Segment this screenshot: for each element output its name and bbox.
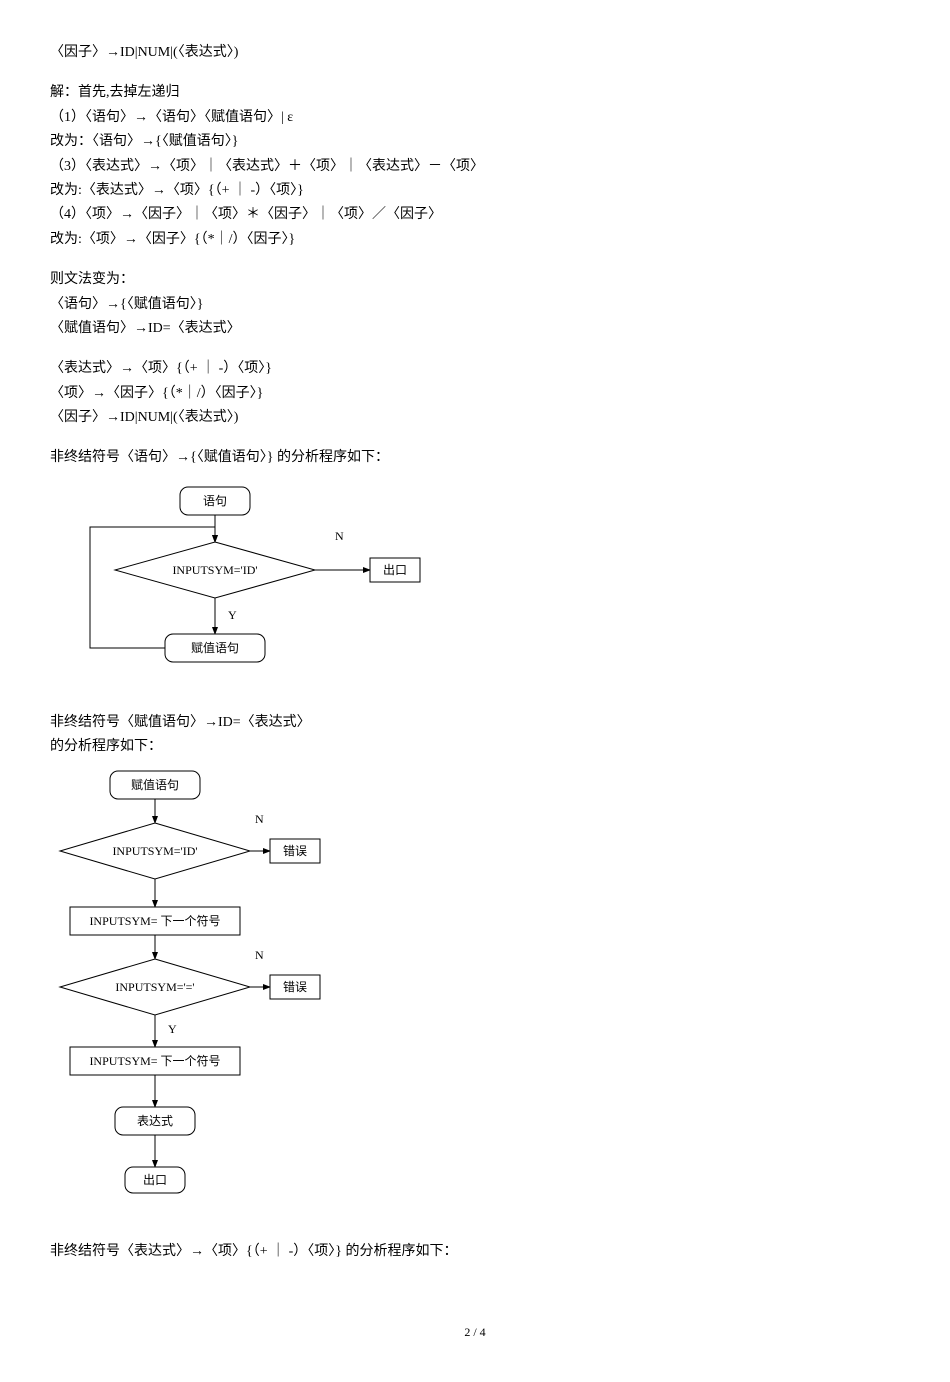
edge-label: Y bbox=[228, 608, 237, 622]
page-number: 2 / 4 bbox=[50, 1323, 900, 1342]
grammar-line: 改为:〈项〉→〈因子〉{（*｜/）〈因子〉} bbox=[50, 229, 900, 251]
edge-label: N bbox=[335, 529, 344, 543]
flow-node-label: 出口 bbox=[143, 1173, 167, 1187]
flowchart2-title-a: 非终结符号〈赋值语句〉→ID=〈表达式〉 bbox=[50, 712, 900, 734]
flowchart-assignment: N N Y 赋值语句 INPUTSYM='ID' 错误 INPUTSYM= 下一个符号 INP… bbox=[50, 761, 370, 1211]
solution-label: 解：首先,去掉左递归 bbox=[50, 82, 900, 104]
flowchart2-title-b: 的分析程序如下： bbox=[50, 736, 900, 758]
flowchart3-heading: 非终结符号〈表达式〉→〈项〉{（+ ｜ -）〈项〉} 的分析程序如下： bbox=[50, 1241, 900, 1263]
grammar-line: 改为:〈表达式〉→〈项〉{（+ ｜ -）〈项〉} bbox=[50, 180, 900, 202]
flowchart-statement: N Y 语句 INPUTSYM='ID' 出口赋值语句 bbox=[50, 472, 470, 682]
flow-node-label: 错误 bbox=[283, 980, 307, 994]
flowchart1-title: 非终结符号〈语句〉→{〈赋值语句〉} 的分析程序如下： bbox=[50, 447, 900, 469]
grammar-line: 〈因子〉→ID|NUM|(〈表达式〉) bbox=[50, 42, 900, 64]
flow-node-label: INPUTSYM='ID' bbox=[112, 844, 197, 858]
grammar-line: 〈表达式〉→〈项〉{（+ ｜ -）〈项〉} bbox=[50, 358, 900, 380]
grammar-line: 〈赋值语句〉→ID=〈表达式〉 bbox=[50, 318, 900, 340]
flowchart3-title: 非终结符号〈表达式〉→〈项〉{（+ ｜ -）〈项〉} 的分析程序如下： bbox=[50, 1241, 900, 1263]
flow-node-label: 错误 bbox=[283, 844, 307, 858]
grammar-text: 〈因子〉→ID|NUM|(〈表达式〉) 解：首先,去掉左递归 （1）〈语句〉→〈… bbox=[50, 42, 900, 470]
grammar-line: 改为：〈语句〉→{〈赋值语句〉} bbox=[50, 131, 900, 153]
flow-node-label: INPUTSYM= 下一个符号 bbox=[89, 913, 220, 928]
flow-node-label: INPUTSYM='ID' bbox=[172, 563, 257, 577]
edge-label: N bbox=[255, 812, 264, 826]
edge-label: Y bbox=[168, 1022, 177, 1036]
flow-node-label: 出口 bbox=[383, 563, 407, 577]
grammar-line: 〈语句〉→{〈赋值语句〉} bbox=[50, 294, 900, 316]
edge-label: N bbox=[255, 948, 264, 962]
result-label: 则文法变为： bbox=[50, 269, 900, 291]
flow-node-label: 赋值语句 bbox=[131, 777, 179, 792]
grammar-line: （3）〈表达式〉→〈项〉｜〈表达式〉＋〈项〉｜〈表达式〉－〈项〉 bbox=[50, 156, 900, 178]
flow-node-label: INPUTSYM= 下一个符号 bbox=[89, 1053, 220, 1068]
flow-node-label: 语句 bbox=[203, 494, 227, 508]
flow-node-label: 赋值语句 bbox=[191, 640, 239, 655]
grammar-line: （1）〈语句〉→〈语句〉〈赋值语句〉| ε bbox=[50, 107, 900, 129]
grammar-line: 〈因子〉→ID|NUM|(〈表达式〉) bbox=[50, 407, 900, 429]
grammar-line: （4）〈项〉→〈因子〉｜〈项〉＊〈因子〉｜〈项〉／〈因子〉 bbox=[50, 204, 900, 226]
flowchart2-heading: 非终结符号〈赋值语句〉→ID=〈表达式〉 的分析程序如下： bbox=[50, 712, 900, 759]
grammar-line: 〈项〉→〈因子〉{（*｜/）〈因子〉} bbox=[50, 383, 900, 405]
flow-node-label: INPUTSYM='=' bbox=[115, 980, 194, 994]
flow-node-label: 表达式 bbox=[137, 1114, 173, 1128]
